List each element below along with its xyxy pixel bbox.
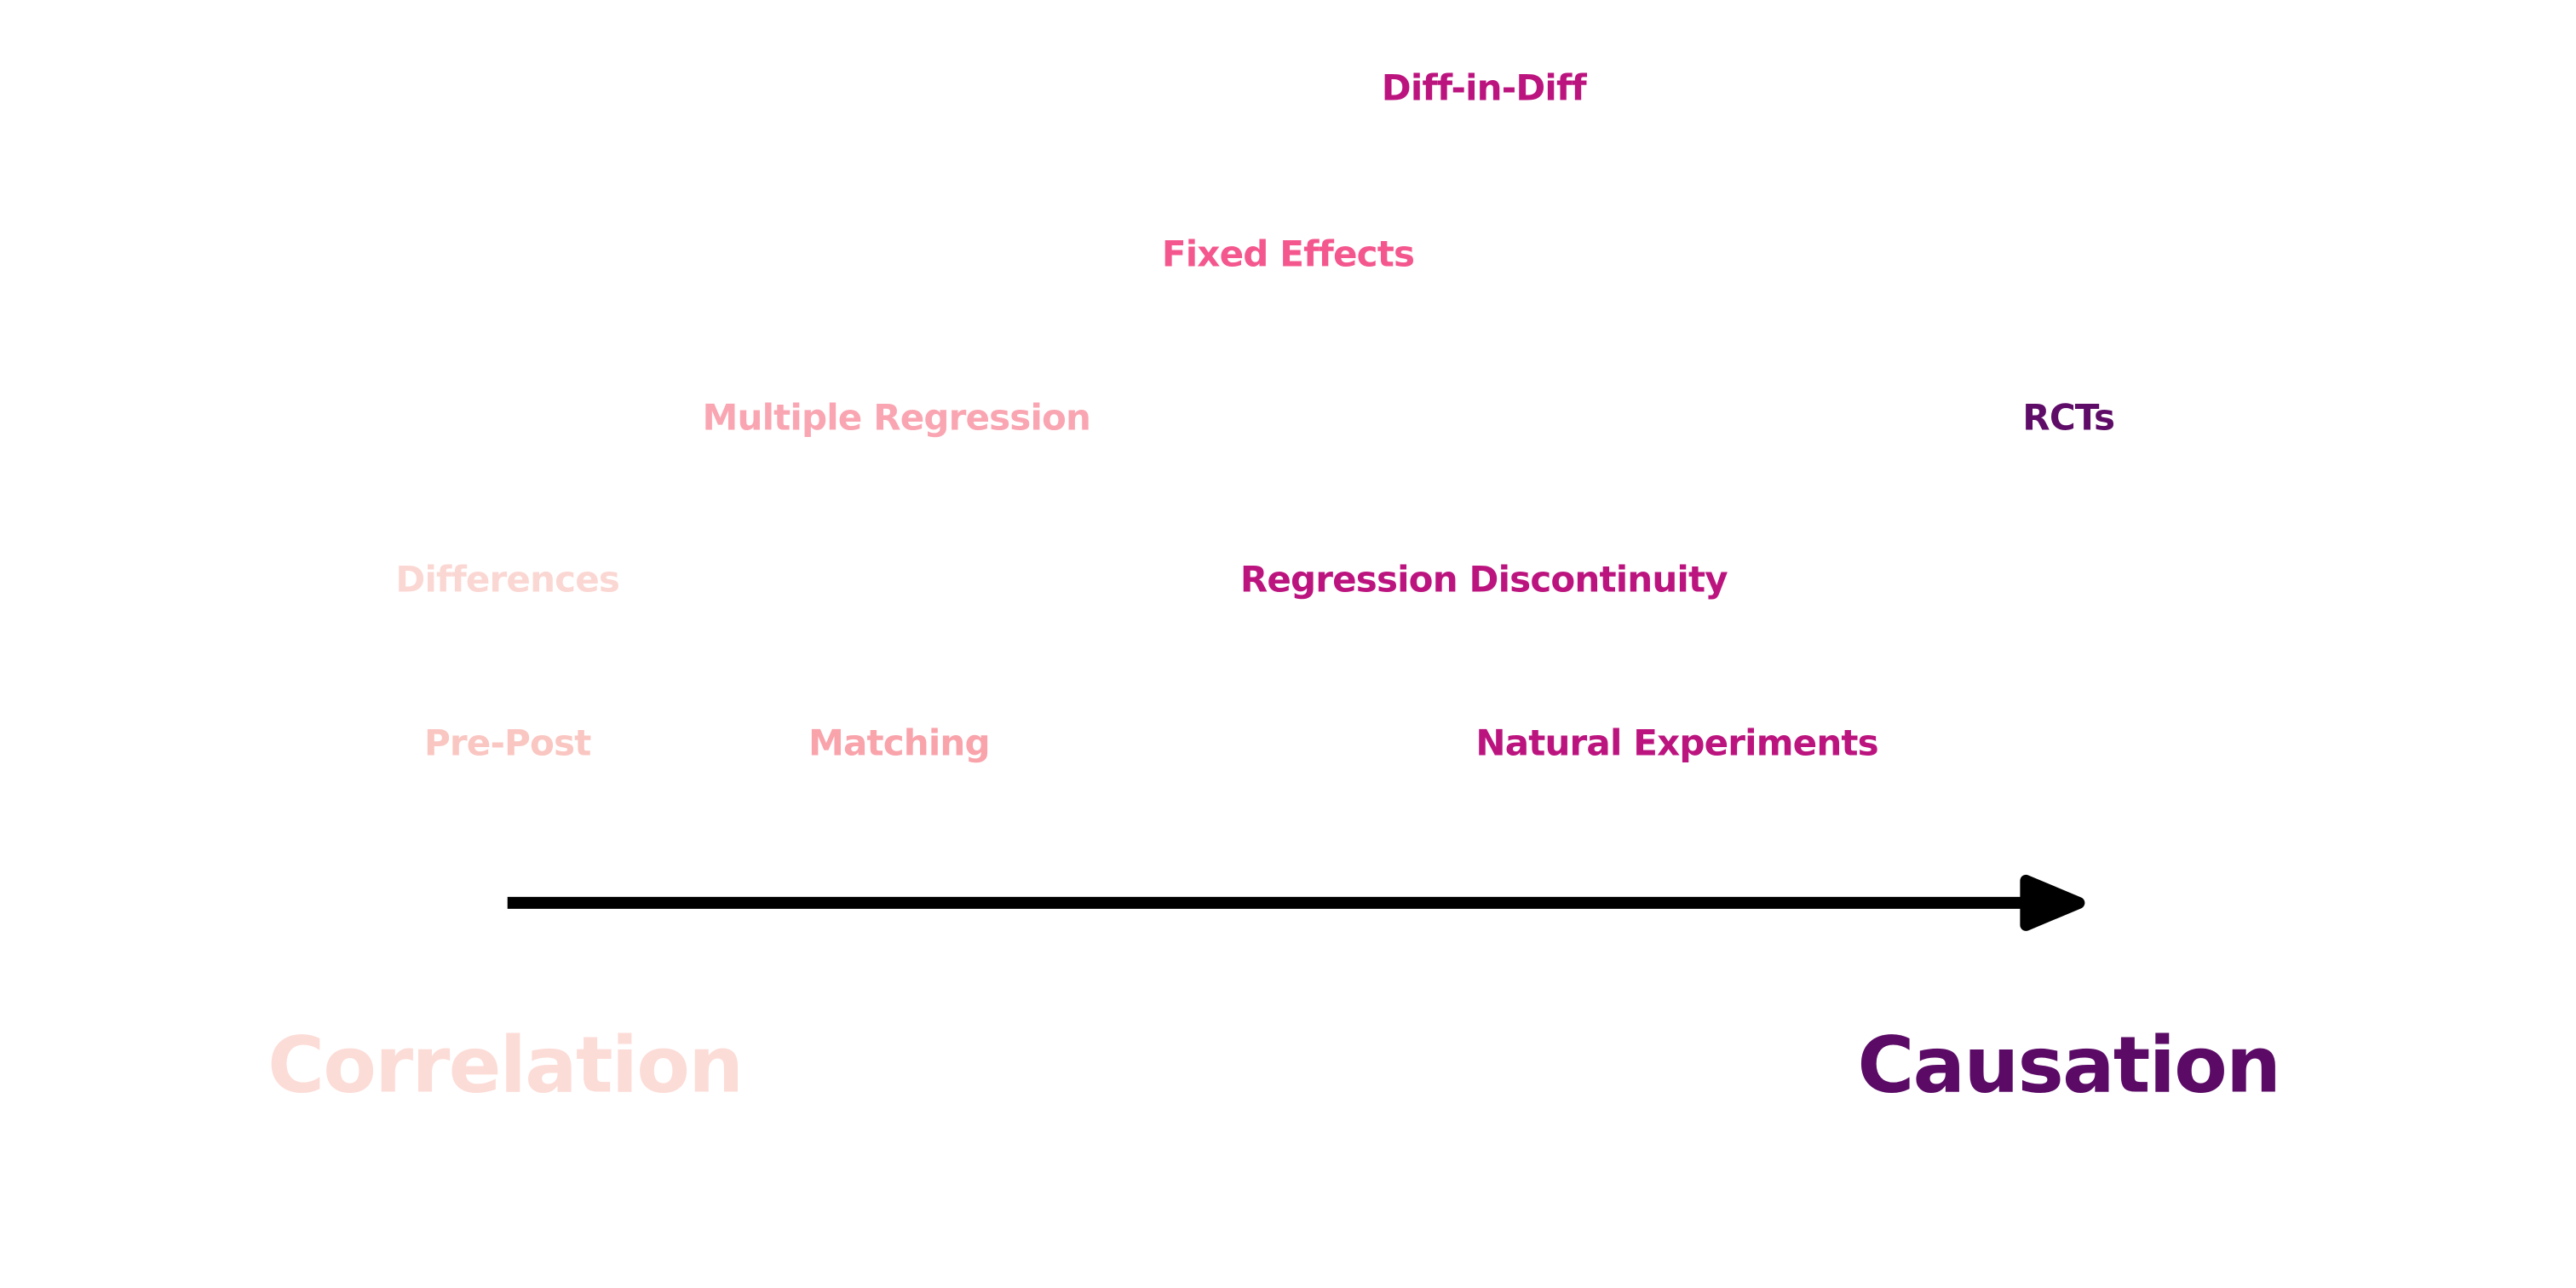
method-label-multiple-regression: Multiple Regression: [702, 396, 1091, 439]
method-label-rcts: RCTs: [2022, 396, 2115, 439]
method-label-regression-discontinuity: Regression Discontinuity: [1239, 558, 1728, 601]
method-label-fixed-effects: Fixed Effects: [1161, 233, 1415, 275]
arrow-head-icon: [2020, 874, 2085, 931]
axis-endpoint-causation: Causation: [1857, 1019, 2281, 1111]
method-label-natural-experiments: Natural Experiments: [1475, 722, 1878, 764]
method-label-pre-post: Pre-Post: [423, 722, 591, 764]
method-label-diff-in-diff: Diff-in-Diff: [1381, 66, 1587, 109]
method-label-matching: Matching: [808, 722, 991, 764]
axis-endpoint-correlation: Correlation: [267, 1019, 744, 1111]
method-label-differences: Differences: [395, 558, 620, 601]
